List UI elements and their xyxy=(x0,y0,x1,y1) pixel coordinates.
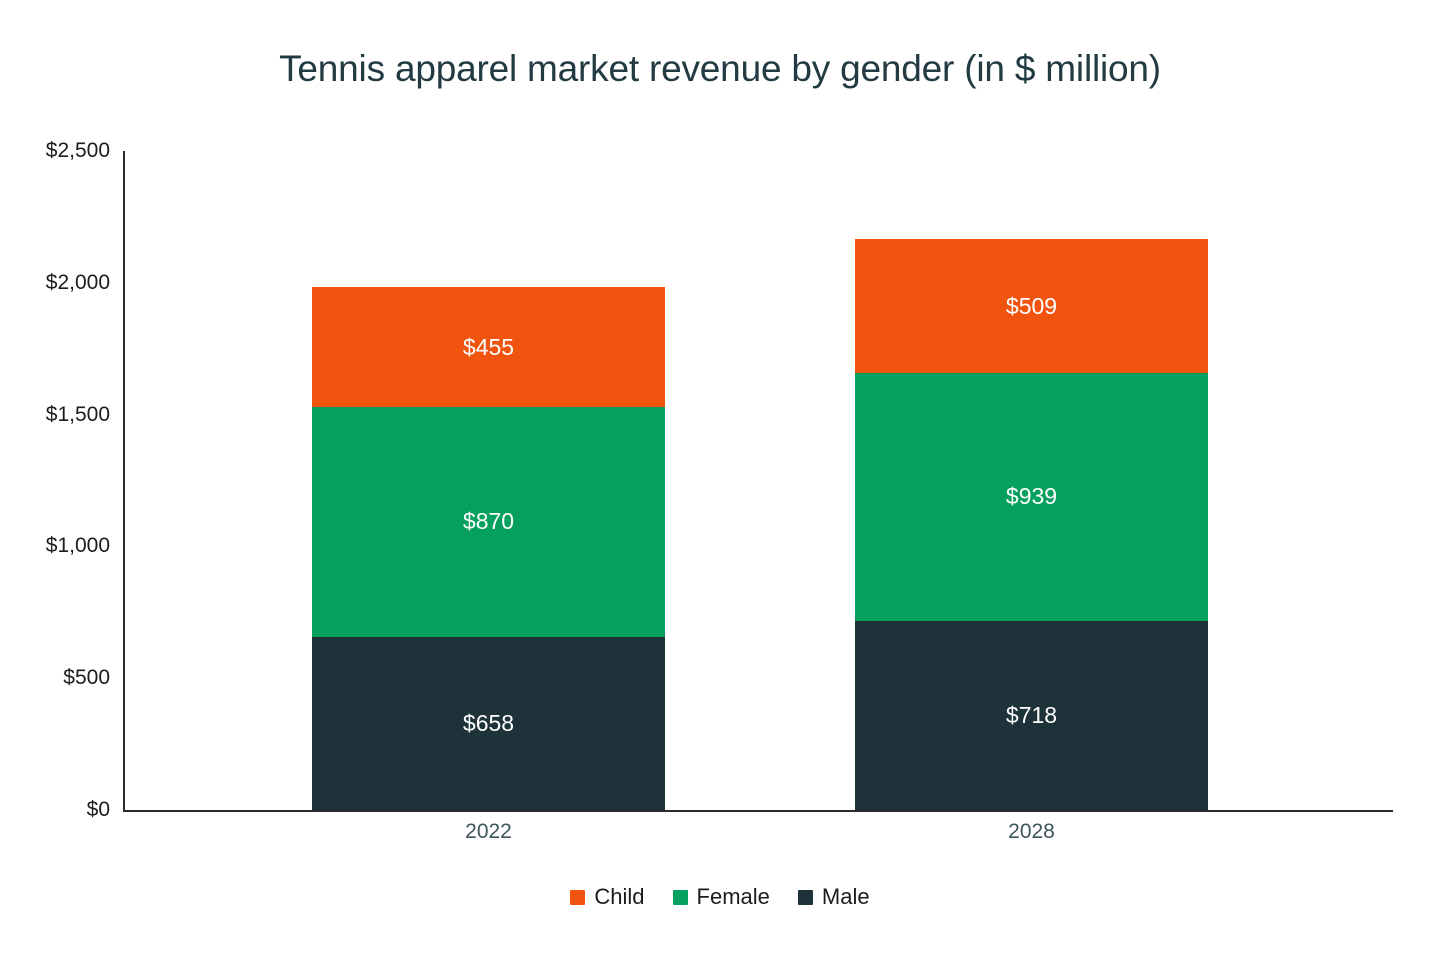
bar-stack-2022[interactable]: $658 $870 $455 xyxy=(312,151,665,810)
legend-item-female[interactable]: Female xyxy=(672,884,770,910)
bar-segment-value-label: $658 xyxy=(462,709,515,736)
chart-legend: Child Female Male xyxy=(0,884,1440,910)
bar-segment-child[interactable]: $509 xyxy=(855,239,1208,374)
legend-swatch-icon xyxy=(672,889,688,905)
legend-swatch-icon xyxy=(797,889,813,905)
bar-segment-value-label: $870 xyxy=(462,508,515,535)
bar-segment-female[interactable]: $939 xyxy=(855,373,1208,621)
y-axis-tick-label: $2,000 xyxy=(45,270,110,294)
bar-segment-male[interactable]: $658 xyxy=(312,636,665,810)
x-axis-category-label: 2022 xyxy=(465,820,512,843)
x-axis-line xyxy=(123,810,1393,812)
bar-segment-value-label: $718 xyxy=(1005,701,1058,728)
legend-label: Child xyxy=(594,884,645,909)
bar-stack-2028[interactable]: $718 $939 $509 xyxy=(855,151,1208,810)
legend-item-child[interactable]: Child xyxy=(570,884,645,910)
legend-label: Male xyxy=(821,884,870,909)
legend-item-male[interactable]: Male xyxy=(797,884,870,910)
y-axis-tick-label: $1,500 xyxy=(45,402,110,426)
bar-segment-value-label: $509 xyxy=(1005,292,1058,319)
y-axis-tick-label: $0 xyxy=(86,798,110,821)
y-axis-tick-label: $500 xyxy=(63,666,110,690)
bar-segment-male[interactable]: $718 xyxy=(855,620,1208,810)
bar-segment-female[interactable]: $870 xyxy=(312,407,665,637)
y-axis-line xyxy=(123,151,125,810)
y-axis-tick-labels: $0 $500 $1,000 $1,500 $2,000 $2,500 xyxy=(0,139,110,821)
legend-label: Female xyxy=(696,884,770,909)
bar-segment-child[interactable]: $455 xyxy=(312,287,665,408)
chart-title: Tennis apparel market revenue by gender … xyxy=(279,48,1161,89)
y-axis-tick-label: $2,500 xyxy=(45,139,110,162)
y-axis-tick-label: $1,000 xyxy=(45,534,110,558)
legend-swatch-icon xyxy=(570,889,586,905)
x-axis-category-label: 2028 xyxy=(1008,820,1055,843)
plot-area: $658 $870 $455 $718 $939 $509 xyxy=(123,151,1393,812)
bar-segment-value-label: $455 xyxy=(462,333,515,360)
bar-segment-value-label: $939 xyxy=(1005,483,1058,510)
